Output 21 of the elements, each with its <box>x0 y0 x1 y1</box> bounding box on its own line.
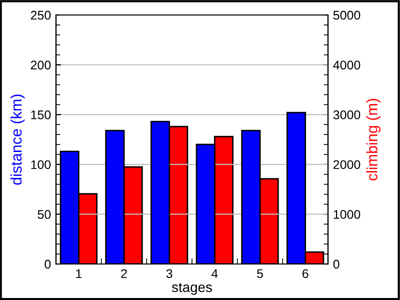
x-tick-label: 1 <box>76 269 82 278</box>
y2-tick-label: 0 <box>333 260 340 269</box>
x-tick-label: 5 <box>257 269 263 278</box>
y-tick-label: 200 <box>30 60 51 70</box>
y2-tick-label: 3000 <box>333 110 360 120</box>
x-axis-title: stages <box>172 282 212 295</box>
y-tick-label: 0 <box>44 260 51 269</box>
x-tick-label: 3 <box>166 269 172 278</box>
y-tick-label: 150 <box>31 110 51 120</box>
x-tick-label: 2 <box>121 269 127 278</box>
y2-axis-title: climbing (m) <box>366 98 380 180</box>
y2-tick-label: 2000 <box>333 160 360 170</box>
y2-tick-label: 1000 <box>334 210 360 219</box>
x-tick-label: 4 <box>211 269 218 278</box>
y2-tick-label: 5000 <box>333 10 360 20</box>
y-axis-title: distance (km) <box>10 94 25 185</box>
x-tick-label: 6 <box>302 269 308 278</box>
y-tick-label: 100 <box>31 160 51 170</box>
y-tick-label: 250 <box>30 10 51 20</box>
y2-tick-label: 4000 <box>333 60 360 70</box>
y-tick-label: 50 <box>38 210 51 219</box>
